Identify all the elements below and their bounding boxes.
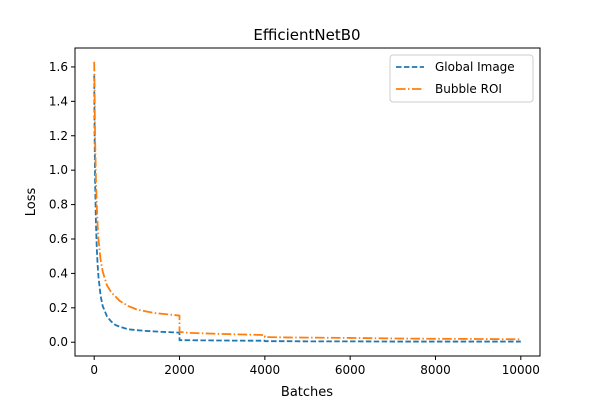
x-tick-label: 0 xyxy=(90,363,98,377)
plot-frame xyxy=(74,47,541,357)
x-tick-label: 10000 xyxy=(502,363,540,377)
x-tick-label: 8000 xyxy=(420,363,451,377)
series-line-1 xyxy=(93,61,521,341)
plot-series xyxy=(93,61,521,343)
x-axis-label: Batches xyxy=(281,385,333,400)
y-tick-label: 0.6 xyxy=(49,232,68,246)
legend-box xyxy=(389,54,534,103)
y-tick-label: 0.0 xyxy=(49,335,68,349)
y-axis-label: Loss xyxy=(24,188,39,217)
x-tick-label: 6000 xyxy=(335,363,366,377)
y-tick-label: 1.4 xyxy=(49,94,68,108)
legend: Global Image Bubble ROI xyxy=(389,54,534,103)
chart-title: EfficientNetB0 xyxy=(253,26,360,44)
series-line-0 xyxy=(93,75,521,343)
y-tick-label: 0.4 xyxy=(49,266,68,280)
y-tick-label: 1.6 xyxy=(49,60,68,74)
x-axis-ticks: 0 2000 4000 6000 8000 10000 xyxy=(90,356,540,377)
legend-label-global-image: Global Image xyxy=(435,60,515,74)
y-tick-label: 0.8 xyxy=(49,198,68,212)
y-tick-label: 1.2 xyxy=(49,129,68,143)
x-tick-label: 4000 xyxy=(250,363,281,377)
x-tick-label: 2000 xyxy=(164,363,195,377)
legend-label-bubble-roi: Bubble ROI xyxy=(435,82,502,96)
y-tick-label: 0.2 xyxy=(49,301,68,315)
y-tick-label: 1.0 xyxy=(49,163,68,177)
y-axis-ticks: 0.0 0.2 0.4 0.6 0.8 1.0 1.2 1.4 1.6 xyxy=(49,60,75,349)
